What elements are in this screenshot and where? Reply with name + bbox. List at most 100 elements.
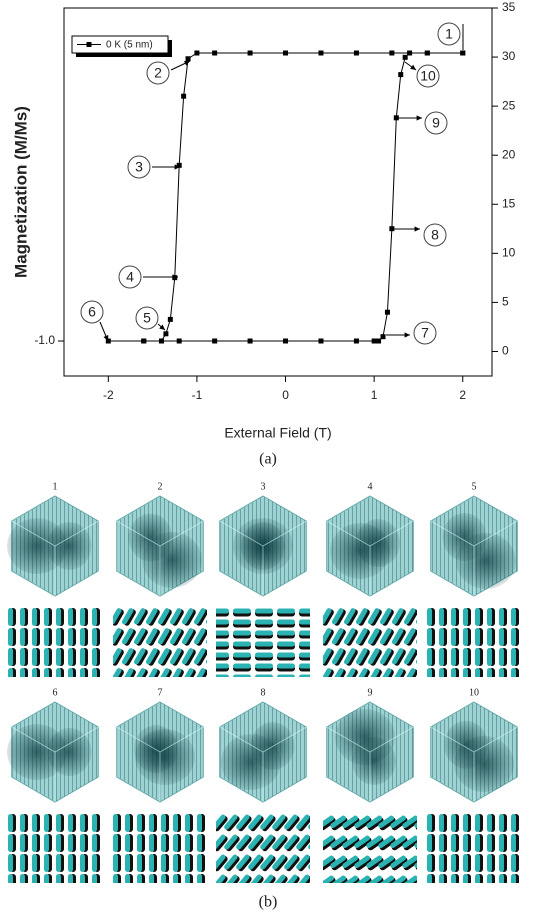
panel-label: 2: [158, 481, 163, 492]
spin: [56, 668, 64, 677]
data-point: [185, 56, 191, 62]
spin-body: [56, 668, 61, 677]
spin: [379, 648, 394, 666]
spin-body: [511, 834, 516, 852]
spin-body: [451, 854, 456, 872]
data-line: [108, 52, 463, 342]
spin-body: [32, 648, 37, 666]
data-point: [167, 316, 173, 322]
spin-body: [92, 874, 97, 883]
spin-body: [233, 641, 251, 647]
spin-body: [475, 668, 480, 677]
spin: [216, 608, 229, 617]
spin-body: [255, 608, 273, 614]
spin-body: [255, 630, 273, 636]
spin-body: [125, 814, 130, 832]
spin: [299, 630, 310, 639]
spin: [255, 641, 273, 650]
spin-body: [415, 608, 417, 625]
spin: [185, 854, 193, 872]
annotation-label: 9: [432, 115, 440, 131]
spin-body: [299, 663, 310, 669]
spin: [68, 834, 76, 852]
spin-body: [32, 628, 37, 646]
spin: [390, 855, 408, 871]
data-point: [389, 50, 395, 56]
x-tick-label: 2: [459, 388, 466, 402]
spin-shadow: [357, 669, 370, 677]
spin: [463, 628, 471, 646]
annotation-circle: [416, 64, 440, 88]
spin: [181, 608, 196, 626]
spin: [161, 814, 169, 832]
spin-body: [233, 619, 251, 625]
spin-body: [145, 648, 158, 665]
spin-body: [299, 641, 310, 647]
spin: [354, 815, 372, 831]
spin-body: [255, 619, 273, 625]
spin-body: [157, 668, 170, 677]
spins: [8, 814, 100, 883]
spin: [20, 628, 28, 646]
spin-body: [342, 815, 358, 828]
data-point: [105, 338, 111, 344]
spin-body: [402, 815, 417, 828]
spin: [475, 854, 483, 872]
spin-body: [20, 874, 25, 883]
spin-body: [8, 874, 13, 883]
spin: [44, 814, 52, 832]
spin: [193, 608, 207, 626]
spin-body: [331, 668, 344, 677]
spin-body: [523, 854, 528, 872]
spin: [331, 628, 346, 646]
spin: [173, 814, 181, 832]
spin: [260, 874, 276, 883]
annotation-circle: [424, 111, 448, 135]
spin: [125, 874, 133, 883]
spin: [511, 874, 519, 883]
caption: (a): [259, 451, 277, 468]
spin-body: [20, 668, 25, 677]
spin-body: [439, 608, 444, 626]
spin-body: [80, 608, 85, 626]
spin-body: [20, 608, 25, 626]
spin-body: [32, 854, 37, 872]
spins: [427, 814, 528, 883]
spin: [56, 874, 64, 883]
legend-marker: [86, 42, 92, 47]
spin: [161, 874, 169, 883]
spin: [284, 854, 300, 872]
spin-shadow: [297, 876, 310, 883]
spin-body: [343, 628, 356, 645]
spin-body: [216, 630, 229, 636]
spin-body: [277, 641, 295, 647]
spin: [427, 648, 435, 666]
spin-shadow: [234, 676, 250, 677]
spin: [331, 668, 346, 677]
spin: [169, 608, 184, 626]
panel-label: 3: [261, 481, 266, 492]
spin-body: [68, 854, 73, 872]
spin-body: [499, 834, 504, 852]
spin-body: [277, 608, 295, 614]
spin-body: [403, 628, 416, 645]
spin-body: [216, 608, 229, 614]
spin-body: [296, 854, 310, 870]
spin-body: [20, 834, 25, 852]
spin: [366, 875, 384, 883]
spin-body: [197, 814, 202, 832]
spin: [216, 663, 229, 672]
spin-body: [113, 608, 122, 625]
spin-body: [80, 814, 85, 832]
spin: [92, 874, 100, 883]
spin: [390, 835, 408, 851]
spin: [378, 875, 396, 883]
spin-body: [355, 608, 368, 625]
spin-body: [104, 608, 109, 626]
spin-body: [523, 648, 528, 666]
annotation-label: 6: [88, 304, 96, 320]
spin-body: [255, 641, 273, 647]
spin-body: [92, 834, 97, 852]
spin: [343, 648, 358, 666]
spin-body: [260, 834, 274, 850]
